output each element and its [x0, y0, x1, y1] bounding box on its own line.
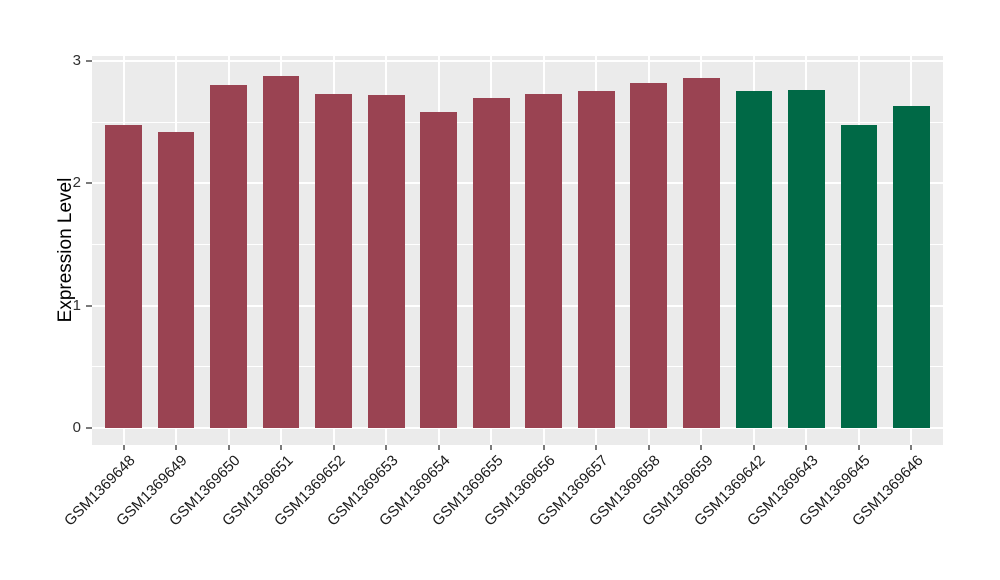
x-tick-GSM1369646 [910, 445, 913, 450]
gridline-major-y-1 [92, 304, 943, 307]
x-tick-GSM1369658 [647, 445, 650, 450]
bar-GSM1369653 [367, 95, 405, 428]
bar-GSM1369643 [788, 90, 825, 428]
bar-GSM1369650 [210, 85, 247, 428]
x-tick-GSM1369656 [542, 445, 545, 450]
bar-GSM1369645 [840, 124, 878, 428]
x-tick-GSM1369653 [385, 445, 388, 450]
x-tick-GSM1369651 [280, 445, 283, 450]
x-tick-GSM1369642 [752, 445, 755, 450]
y-tick-label-1: 1 [72, 296, 81, 314]
bar-GSM1369654 [420, 112, 458, 428]
y-tick-label-2: 2 [72, 174, 81, 192]
bar-GSM1369648 [105, 124, 142, 428]
gridline-major-y-2 [92, 182, 943, 185]
y-tick-3 [86, 59, 92, 62]
bar-GSM1369646 [893, 106, 930, 428]
x-tick-GSM1369650 [227, 445, 230, 450]
x-tick-GSM1369657 [595, 445, 598, 450]
bar-GSM1369655 [472, 97, 510, 428]
x-tick-GSM1369654 [437, 445, 440, 450]
y-tick-1 [86, 304, 92, 307]
x-tick-GSM1369649 [175, 445, 178, 450]
gridline-minor-y-0.5 [92, 366, 943, 368]
plot-panel [92, 56, 943, 445]
x-tick-GSM1369659 [700, 445, 703, 450]
gridline-major-y-3 [92, 59, 943, 62]
gridline-major-y-0 [92, 426, 943, 429]
bar-GSM1369651 [262, 75, 300, 428]
y-tick-0 [86, 426, 92, 429]
gridline-minor-y-2.5 [92, 121, 943, 123]
x-tick-GSM1369652 [332, 445, 335, 450]
x-tick-GSM1369655 [490, 445, 493, 450]
bar-GSM1369652 [315, 93, 353, 428]
y-tick-2 [86, 182, 92, 185]
bar-GSM1369642 [735, 91, 773, 428]
y-axis-title: Expression Level [55, 177, 76, 323]
gridline-minor-y-1.5 [92, 243, 943, 245]
x-tick-GSM1369643 [805, 445, 808, 450]
bar-GSM1369658 [630, 82, 668, 428]
bar-GSM1369656 [525, 93, 563, 428]
x-tick-GSM1369645 [857, 445, 860, 450]
bar-GSM1369659 [682, 78, 720, 428]
bar-GSM1369649 [157, 131, 195, 428]
bar-GSM1369657 [577, 91, 615, 428]
y-tick-label-3: 3 [72, 51, 81, 69]
x-tick-GSM1369648 [122, 445, 125, 450]
y-tick-label-0: 0 [72, 418, 81, 436]
